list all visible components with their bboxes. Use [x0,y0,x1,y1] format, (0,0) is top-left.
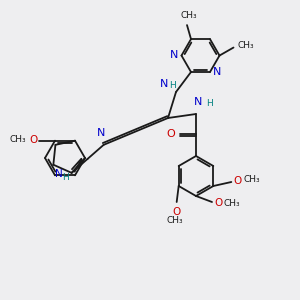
Text: H: H [62,173,69,182]
Text: O: O [172,207,181,217]
Text: CH₃: CH₃ [238,41,254,50]
Text: O: O [30,135,38,145]
Text: O: O [214,198,222,208]
Text: CH₃: CH₃ [167,216,183,225]
Text: N: N [194,97,202,107]
Text: CH₃: CH₃ [181,11,197,20]
Text: H: H [169,81,176,90]
Text: H: H [206,99,213,108]
Text: CH₃: CH₃ [243,176,260,184]
Text: O: O [166,129,175,139]
Text: N: N [170,50,178,59]
Text: CH₃: CH₃ [224,200,241,208]
Text: N: N [213,67,221,77]
Text: N: N [160,79,168,89]
Text: CH₃: CH₃ [9,135,26,144]
Text: N: N [96,128,105,138]
Text: O: O [233,176,242,186]
Text: N: N [55,169,63,179]
